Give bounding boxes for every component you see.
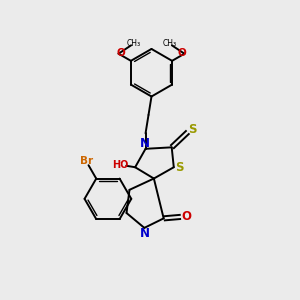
Text: HO: HO xyxy=(112,160,128,170)
Text: CH₃: CH₃ xyxy=(126,38,140,47)
Text: N: N xyxy=(140,227,150,240)
Text: O: O xyxy=(178,47,186,58)
Text: N: N xyxy=(140,137,150,150)
Text: Br: Br xyxy=(80,156,94,166)
Text: O: O xyxy=(181,210,191,223)
Text: S: S xyxy=(175,161,183,174)
Text: CH₃: CH₃ xyxy=(163,38,177,47)
Text: O: O xyxy=(116,47,125,58)
Text: S: S xyxy=(188,123,197,136)
